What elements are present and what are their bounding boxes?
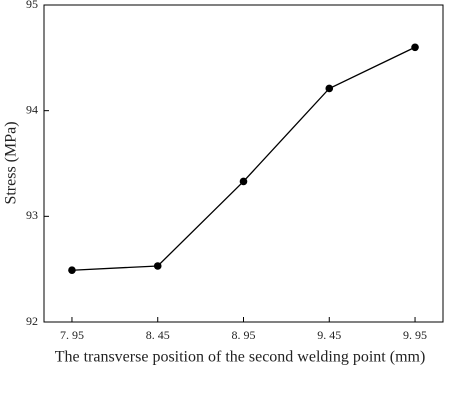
y-axis-label: Stress (MPa) [3,121,20,204]
series-line [71,46,416,271]
point [411,43,419,52]
x-tick-label: 9. 45 [317,328,341,342]
x-tick-label: 7. 95 [60,328,84,342]
point [68,266,76,275]
point [239,177,248,186]
x-tick-label: 8. 45 [146,328,170,342]
point [153,262,162,270]
y-tick-label: 95 [26,0,38,11]
y-tick-label: 93 [26,208,38,222]
point [325,84,334,93]
plot-frame [43,4,444,323]
y-tick-label: 92 [26,314,38,328]
x-tick-label: 8. 95 [232,328,256,342]
x-tick-label: 9. 95 [403,328,427,342]
y-tick-label: 94 [26,102,38,116]
x-axis-label: The transverse position of the second we… [55,349,426,366]
